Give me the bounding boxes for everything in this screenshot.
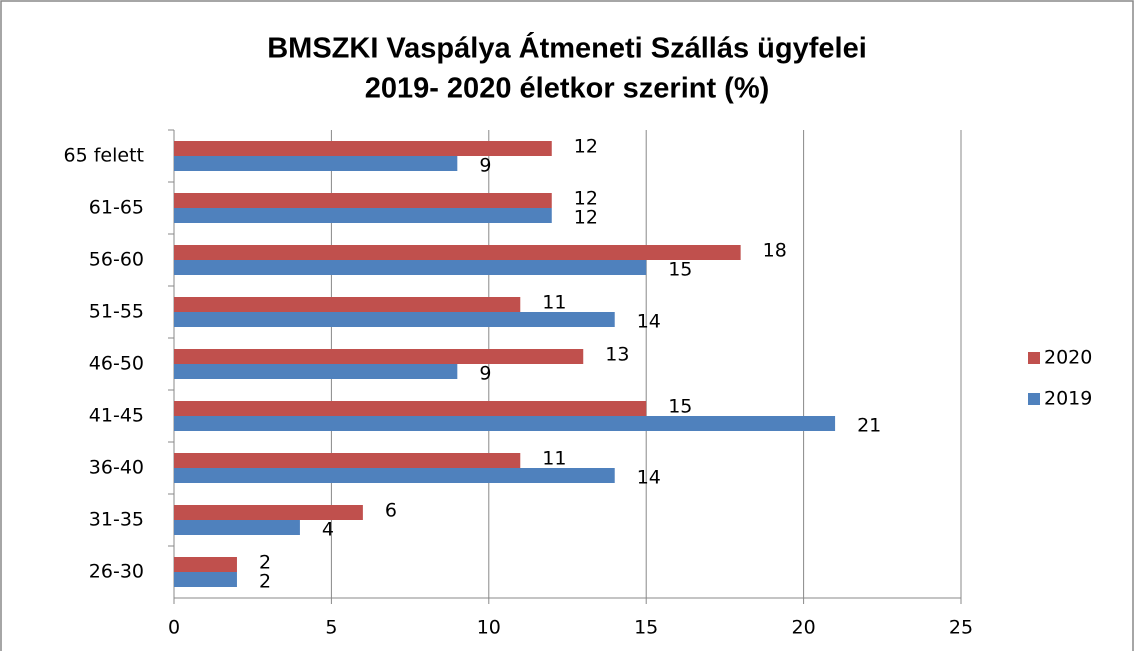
y-tick-label: 36-40	[89, 457, 144, 479]
value-label: 11	[542, 292, 566, 314]
legend-label: 2020	[1044, 347, 1092, 369]
chart-title: 2019- 2020 életkor szerint (%)	[365, 73, 770, 105]
legend-swatch	[1028, 352, 1040, 364]
value-label: 12	[574, 136, 598, 158]
bar	[174, 453, 521, 468]
value-label: 14	[637, 467, 661, 489]
bar	[174, 156, 458, 171]
bar	[174, 245, 741, 260]
bar	[174, 349, 584, 364]
bar	[174, 260, 647, 275]
x-tick-label: 0	[168, 617, 180, 639]
y-tick-label: 56-60	[89, 249, 144, 271]
y-tick-label: 41-45	[89, 405, 144, 427]
x-tick-label: 15	[634, 617, 658, 639]
value-label: 18	[763, 240, 787, 262]
y-tick-label: 26-30	[89, 561, 144, 583]
value-label: 6	[385, 500, 397, 522]
y-tick-label: 31-35	[89, 509, 144, 531]
value-label: 12	[574, 188, 598, 210]
y-tick-label: 61-65	[89, 197, 144, 219]
x-tick-label: 10	[477, 617, 501, 639]
legend-label: 2019	[1044, 388, 1092, 410]
bar	[174, 141, 552, 156]
value-label: 9	[479, 155, 491, 177]
x-tick-label: 20	[792, 617, 816, 639]
bar	[174, 557, 237, 572]
bar	[174, 364, 458, 379]
y-tick-label: 65 felett	[64, 145, 144, 167]
bar	[174, 297, 521, 312]
legend-swatch	[1028, 393, 1040, 405]
value-label: 14	[637, 311, 661, 333]
bar	[174, 401, 647, 416]
bar	[174, 468, 615, 483]
value-label: 15	[668, 396, 692, 418]
value-label: 11	[542, 448, 566, 470]
y-tick-label: 51-55	[89, 301, 144, 323]
bar	[174, 416, 836, 431]
value-label: 9	[479, 363, 491, 385]
y-tick-label: 46-50	[89, 353, 144, 375]
value-label: 13	[605, 344, 629, 366]
bar	[174, 520, 300, 535]
chart-title: BMSZKI Vaspálya Átmeneti Szállás ügyfele…	[267, 31, 867, 65]
value-label: 12	[574, 207, 598, 229]
bar	[174, 193, 552, 208]
value-label: 2	[259, 571, 271, 593]
value-label: 2	[259, 552, 271, 574]
value-label: 15	[668, 259, 692, 281]
bar	[174, 208, 552, 223]
x-tick-label: 25	[949, 617, 973, 639]
value-label: 21	[857, 415, 881, 437]
bar	[174, 572, 237, 587]
bar	[174, 505, 363, 520]
bar	[174, 312, 615, 327]
x-tick-label: 5	[325, 617, 337, 639]
value-label: 4	[322, 519, 334, 541]
